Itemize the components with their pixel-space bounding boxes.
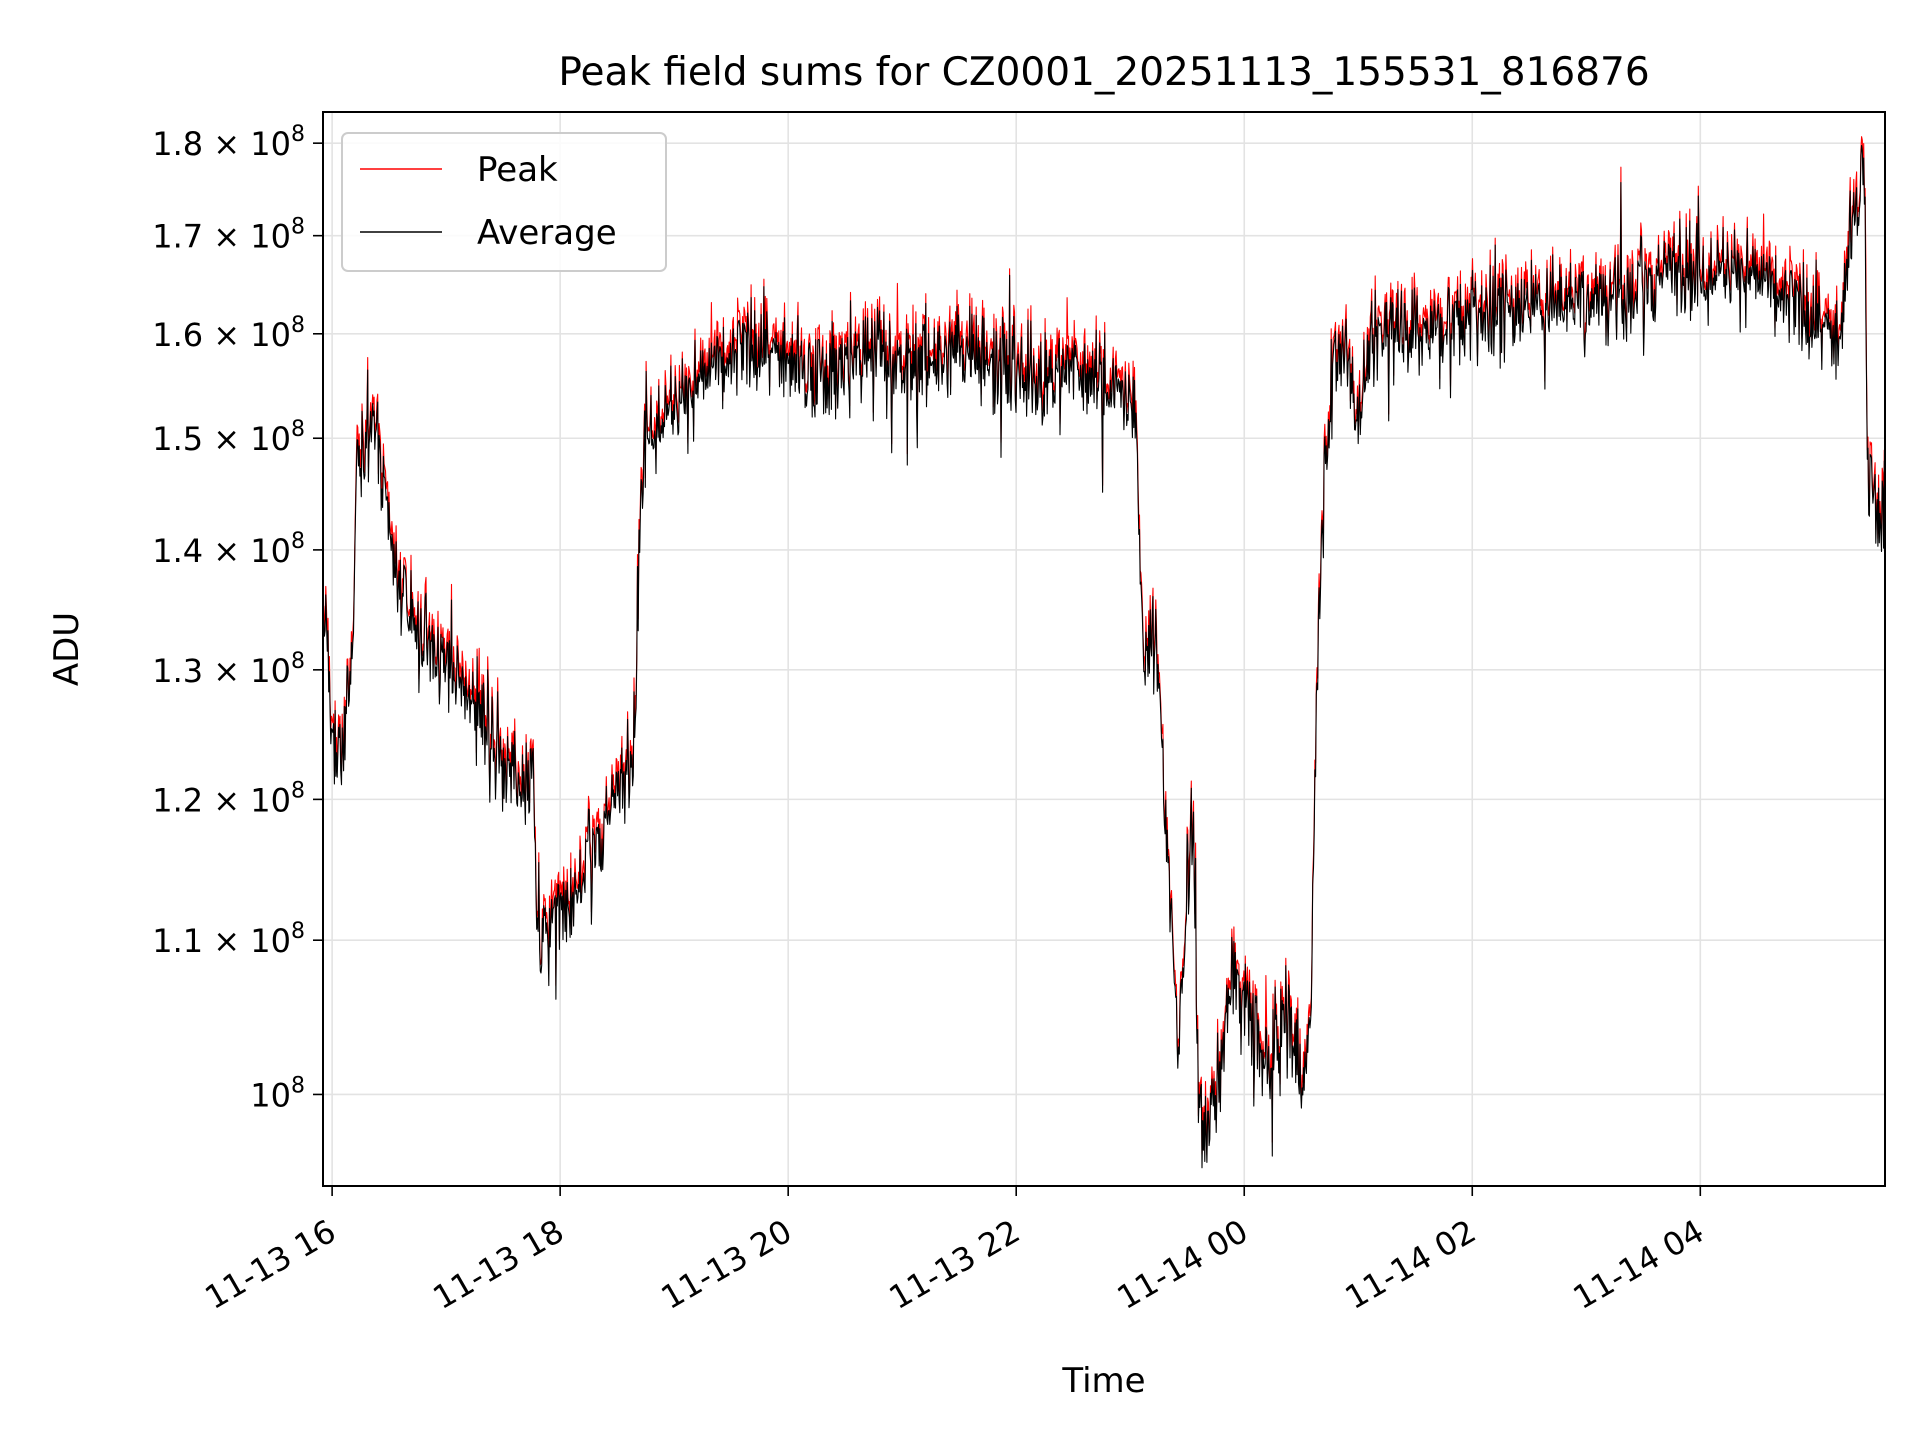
x-tick-label: 11-13 18 [427, 1212, 571, 1317]
y-tick-exponent: 8 [291, 778, 305, 803]
y-tick-exponent: 8 [291, 649, 305, 674]
grid-lines [323, 112, 1885, 1186]
y-tick-label: 1.2 × 108 [152, 778, 305, 819]
y-tick-exponent: 8 [291, 122, 305, 147]
y-tick-mantissa: 1.3 × [152, 652, 250, 690]
y-tick-mantissa: 1.6 × [152, 316, 250, 354]
x-tick-label: 11-13 20 [655, 1212, 799, 1317]
y-tick-base: 10 [250, 652, 291, 690]
legend-label-average: Average [477, 213, 617, 253]
legend-box [341, 132, 667, 272]
y-tick-base: 10 [250, 420, 291, 458]
y-tick-exponent: 8 [291, 529, 305, 554]
y-tick-base: 10 [250, 218, 291, 256]
axes-frame [322, 111, 1886, 1187]
series-line-average [322, 145, 1886, 1169]
legend: Peak Average [341, 132, 667, 272]
y-tick-label: 1.5 × 108 [152, 417, 305, 458]
series-layer [322, 136, 1886, 1169]
y-tick-base: 10 [250, 532, 291, 570]
y-tick-exponent: 8 [291, 417, 305, 442]
legend-label-peak: Peak [477, 150, 558, 190]
chart-title: Peak field sums for CZ0001_20251113_1555… [558, 50, 1649, 95]
x-axis-ticks: 11-13 16 11-13 18 11-13 20 11-13 22 11-14 00… [199, 1186, 1711, 1317]
y-tick-label: 1.3 × 108 [152, 649, 305, 690]
y-tick-label: 1.8 × 108 [152, 122, 305, 163]
y-tick-mantissa: 1.7 × [152, 218, 250, 256]
y-tick-label: 1.1 × 108 [152, 919, 305, 960]
y-tick-mantissa: 1.8 × [152, 125, 250, 163]
y-tick-base: 10 [250, 1076, 291, 1114]
x-tick-label: 11-13 22 [883, 1212, 1027, 1317]
y-tick-label: 1.6 × 108 [152, 313, 305, 354]
y-tick-exponent: 8 [291, 215, 305, 240]
y-tick-base: 10 [250, 316, 291, 354]
y-tick-base: 10 [250, 922, 291, 960]
y-tick-exponent: 8 [291, 919, 305, 944]
x-tick-label: 11-14 02 [1339, 1212, 1483, 1317]
y-tick-exponent: 8 [291, 1073, 305, 1098]
y-tick-exponent: 8 [291, 313, 305, 338]
y-tick-label: 1.4 × 108 [152, 529, 305, 570]
x-axis-label: Time [1061, 1361, 1145, 1401]
y-tick-mantissa: 1.4 × [152, 532, 250, 570]
y-tick-mantissa: 1.1 × [152, 922, 250, 960]
x-tick-label: 11-14 00 [1111, 1212, 1255, 1317]
x-tick-label: 11-14 04 [1567, 1212, 1711, 1317]
y-tick-mantissa: 1.5 × [152, 420, 250, 458]
y-tick-mantissa: 1.2 × [152, 781, 250, 819]
y-axis-label: ADU [47, 612, 87, 686]
y-tick-base: 10 [250, 781, 291, 819]
y-tick-label: 1.7 × 108 [152, 215, 305, 256]
y-tick-base: 10 [250, 125, 291, 163]
y-tick-label: 108 [250, 1073, 305, 1114]
x-tick-label: 11-13 16 [199, 1212, 343, 1317]
